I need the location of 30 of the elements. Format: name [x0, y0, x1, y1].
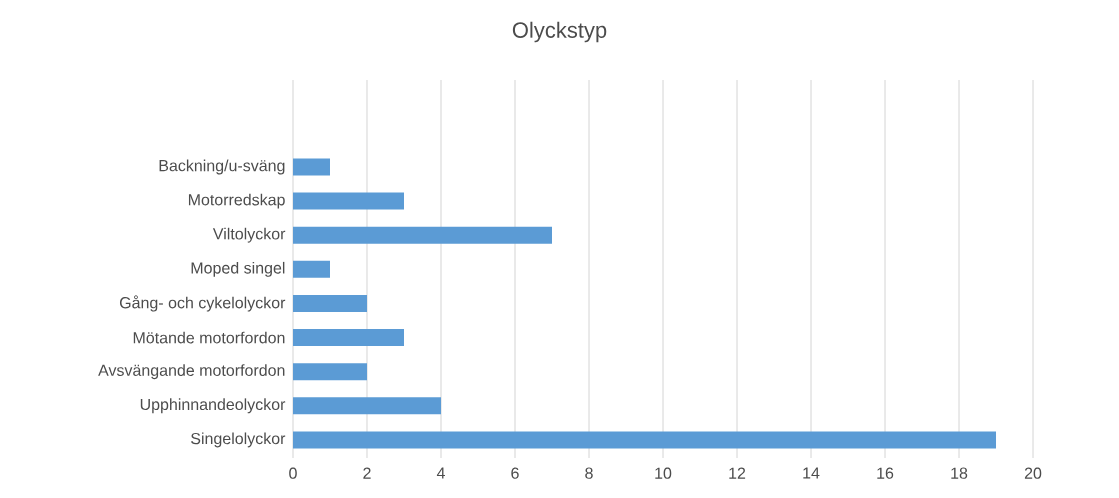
bar: [293, 158, 330, 176]
x-tick-label: 16: [877, 467, 894, 479]
x-tick-label: 12: [729, 467, 746, 479]
y-tick-label: Motorredskap: [188, 193, 285, 209]
x-tick-label: 4: [436, 467, 445, 479]
y-tick-label: Backning/u-sväng: [159, 159, 285, 175]
bar: [293, 226, 552, 244]
x-tick-label: 18: [951, 467, 968, 479]
y-tick-label: Singelolyckor: [191, 432, 286, 448]
x-tick-label: 8: [585, 467, 593, 479]
bar: [293, 260, 330, 278]
bar: [293, 431, 997, 449]
x-tick-label: 6: [511, 467, 519, 479]
bar: [293, 329, 404, 347]
y-tick-label: Mötande motorfordon: [133, 331, 285, 344]
x-tick-label: 0: [289, 467, 297, 479]
y-tick-label: Gång- och cykelolyckor: [119, 295, 286, 312]
y-tick-label: Viltolyckor: [212, 227, 286, 243]
y-tick-label: Moped singel: [191, 261, 285, 277]
bar: [293, 363, 367, 381]
chart-title: Olyckstyp: [512, 21, 607, 43]
bar: [293, 397, 441, 415]
x-tick-label: 2: [363, 467, 371, 479]
bar: [293, 192, 404, 210]
bar: [293, 294, 367, 312]
y-tick-label: Upphinnandeolyckor: [140, 398, 286, 414]
x-tick-label: 14: [803, 467, 820, 479]
x-tick-label: 20: [1024, 467, 1042, 479]
y-tick-label: Avsvängande motorfordon: [98, 364, 285, 380]
x-tick-label: 10: [655, 467, 672, 479]
